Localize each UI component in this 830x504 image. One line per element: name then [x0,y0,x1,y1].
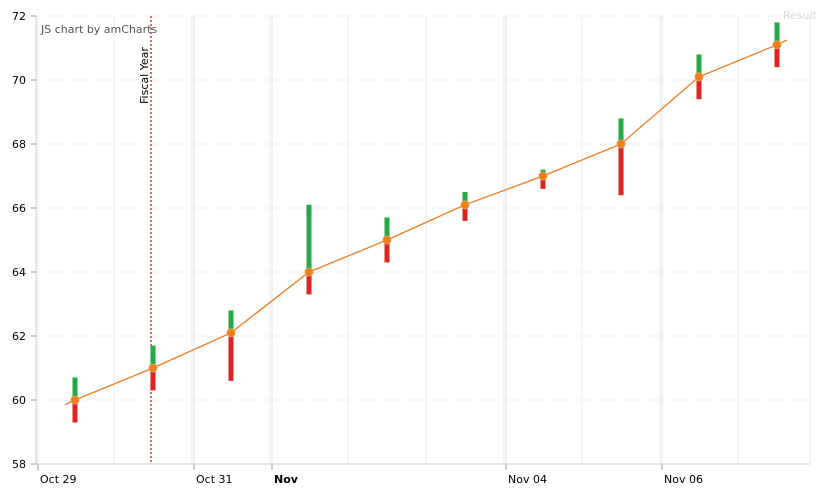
value-points [70,40,782,405]
low-bar [696,76,702,100]
grid-lines [36,15,810,464]
high-bar [150,345,156,368]
data-point [616,139,626,149]
low-bar [384,240,390,263]
low-bar [618,144,624,196]
y-tick-label: 72 [12,10,26,23]
y-tick-label: 60 [12,394,26,407]
y-tick-label: 58 [12,458,26,471]
value-line [64,39,788,406]
low-bar [540,176,546,189]
high-bar [228,310,234,333]
data-point [70,395,80,405]
low-bar [306,272,312,295]
series-line [64,39,788,406]
high-bar [384,217,390,240]
data-point [538,171,548,181]
y-tick-label: 64 [12,266,26,279]
low-bar [72,400,78,423]
high-bar [462,192,468,205]
data-point [226,328,236,338]
y-tick-label: 66 [12,202,26,215]
guide-label: Fiscal Year [138,47,151,104]
data-point [772,40,782,50]
data-point [382,235,392,245]
low-bar [462,204,468,221]
low-bar [774,44,780,68]
amcharts-credit[interactable]: JS chart by amCharts [40,23,157,36]
range-bars [72,22,780,423]
low-bar [228,332,234,381]
y-tick-label: 62 [12,330,26,343]
tick-labels: 58 60 62 64 66 68 70 72 Oct 29 Oct 31 Nov Nov 04 Nov… [12,10,703,486]
x-tick-label: Oct 29 [40,473,77,486]
high-bar [774,22,780,45]
high-bar [618,118,624,144]
y-tick-label: 70 [12,74,26,87]
data-point [148,363,158,373]
data-point [694,72,704,82]
low-bar [150,368,156,391]
x-tick-label: Nov 06 [664,473,703,486]
data-point [460,200,470,210]
x-tick-label: Nov [274,473,299,486]
high-bar [306,204,312,272]
high-bar [72,377,78,400]
x-tick-label: Oct 31 [196,473,233,486]
axes [31,15,811,470]
y-tick-label: 68 [12,138,26,151]
result-label: Result [783,9,818,22]
data-point [304,267,314,277]
x-tick-label: Nov 04 [508,473,547,486]
high-bar [696,54,702,77]
